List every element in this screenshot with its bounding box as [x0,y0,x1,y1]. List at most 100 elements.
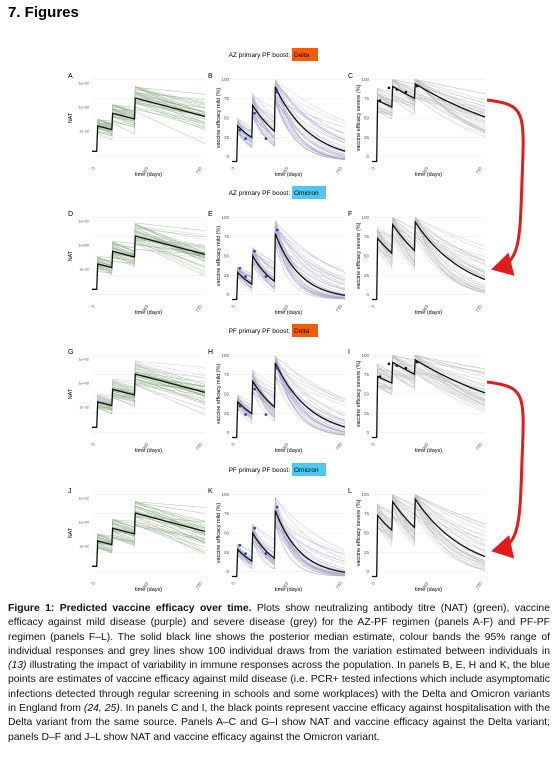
draw-line [92,502,206,567]
draw-line [372,513,486,577]
draw-line [372,506,486,577]
draw-line [232,506,345,577]
x-tick-label: 365 [281,581,289,590]
x-tick-label: 730 [475,581,483,590]
draw-line [232,80,346,162]
draw-line [232,242,346,300]
observed-point [415,84,419,88]
draw-line [92,95,206,152]
arrow [486,380,525,559]
y-axis-label: vaccine efficacy mild (%) [216,503,222,564]
draw-line [372,355,486,438]
arrow [486,98,525,276]
y-tick-label: 50 [224,254,230,259]
draw-line [92,240,206,290]
draw-line [372,495,486,577]
draw-line [232,80,346,162]
draw-line [232,244,346,300]
draw-line [372,371,486,438]
draw-line [92,502,206,567]
panel: I 100 75 50 25 0 vaccine efficacy severe (%) 0 3… [348,348,486,454]
x-tick-label: 365 [141,166,149,175]
observed-point [275,366,279,370]
y-tick-label: 100 [361,492,369,497]
x-tick-label: 365 [281,442,289,451]
y-tick-label: 1e-02 [79,544,89,548]
draw-line [92,225,206,290]
x-axis-label: time (days) [415,310,442,316]
y-tick-label: 75 [224,234,230,239]
draw-line [92,91,206,152]
median-line [232,233,346,301]
observed-point [264,552,268,555]
y-tick-label: 50 [224,116,230,121]
draw-line [372,235,486,300]
row-title-text: PF primary PF boost: [229,467,291,474]
draw-line [372,494,486,577]
draw-line [372,369,486,438]
y-tick-label: 75 [364,511,370,516]
draw-line [92,367,206,428]
x-tick-label: 0 [230,304,236,309]
draw-line [232,95,346,162]
draw-line [232,86,346,162]
observed-point [404,90,408,94]
panel-letter: B [208,73,213,80]
observed-point [244,275,247,278]
y-axis-label: NAT [68,250,74,261]
x-tick-label: 0 [370,442,376,447]
panel: B 100 75 50 25 0 vaccine efficacy mild (%) 0 365… [208,72,346,178]
draw-line [92,102,206,152]
y-axis-label: vaccine efficacy severe (%) [356,360,362,427]
row-title: AZ primary PF boost: Delta [229,48,318,61]
draw-line [92,230,206,290]
draw-line [372,499,486,577]
y-tick-label: 100 [361,353,369,358]
y-tick-label: 50 [364,392,370,397]
x-axis-label: time (days) [415,172,442,178]
draw-line [232,521,346,577]
y-tick-label: 100 [361,215,369,220]
draw-line [92,524,206,567]
draw-line [372,217,486,300]
x-tick-label: 0 [90,166,96,171]
median-line [372,358,486,439]
y-tick-label: 1e+02 [78,82,89,86]
x-axis-label: time (days) [275,172,302,178]
draw-line [372,96,486,162]
y-axis-label: vaccine efficacy mild (%) [216,88,222,149]
draw-line [92,102,206,152]
panel: D 1e+02 1e+00 1e-02 NAT 0 365 730 time (days) [68,210,206,316]
draw-line [372,494,486,577]
caption-ref: (24, 25) [83,703,120,715]
row-title-text: AZ primary PF boost: [229,190,291,197]
draw-line [92,365,206,428]
y-tick-label: 1e+02 [78,220,89,224]
draw-line [372,79,486,162]
draw-line [232,512,346,577]
x-tick-label: 365 [421,304,429,313]
median-line [232,86,346,163]
draw-line [92,379,206,428]
draw-line [92,373,206,428]
y-tick-label: 50 [364,531,370,536]
x-axis-label: time (days) [135,587,162,593]
draw-line [232,91,346,162]
x-tick-label: 0 [230,442,236,447]
draw-line [232,502,345,577]
x-tick-label: 0 [370,166,376,171]
draw-line [92,384,206,428]
draw-line [372,366,486,438]
x-tick-label: 730 [475,166,483,175]
draw-line [372,217,486,300]
draw-line [372,505,486,577]
draw-line [232,501,346,577]
draw-line [372,501,486,577]
median-line [92,512,206,567]
panel-letter: E [208,211,213,218]
draw-line [92,97,206,152]
draw-line [92,225,206,290]
draw-line [372,218,486,300]
x-tick-label: 0 [230,166,236,171]
panel-letter: L [348,488,352,495]
